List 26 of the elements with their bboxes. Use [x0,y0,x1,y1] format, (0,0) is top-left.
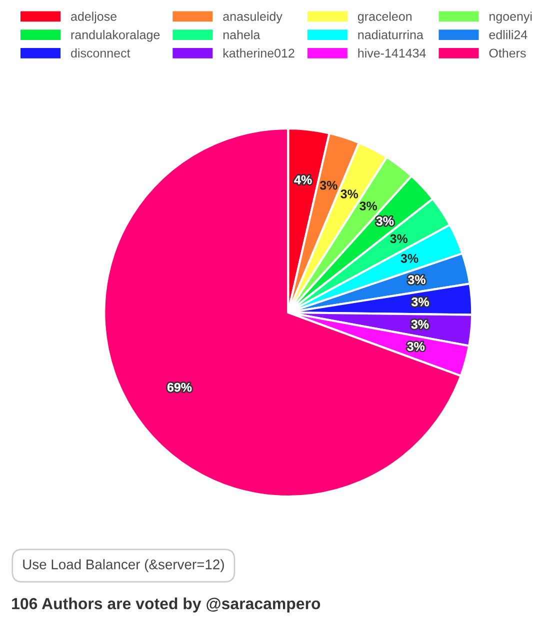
data-label: 3% [411,320,429,329]
legend-label: hive-141434 [358,48,426,58]
legend-label: adeljose [71,12,117,24]
data-label: 3% [376,216,394,226]
legend-label: Others [489,48,526,58]
data-label: 3% [408,275,426,284]
legend-label: randulakoralage [71,30,160,42]
text: 106 Authors are voted by @saracampero [12,598,320,612]
data-label: 3% [390,234,408,244]
data-label: 3% [360,202,378,210]
legend-label: edlili24 [489,30,528,40]
legend-label: ngoenyi [490,12,532,24]
text: Use Load Balancer (&server=12) [23,559,224,572]
data-label: 3% [407,342,425,351]
data-label: 3% [320,180,338,190]
data-label: 4% [294,175,312,184]
legend-label: katherine012 [223,48,294,58]
data-label: 3% [340,190,358,198]
data-label: 3% [400,254,418,263]
legend-label: nadiaturrina [358,30,424,40]
legend-label: disconnect [71,48,130,58]
legend-label: nahela [223,30,260,40]
data-label: 69% [167,382,192,392]
legend-label: anasuleidy [223,12,282,24]
data-label: 3% [412,297,429,306]
legend-label: graceleon [358,12,412,24]
